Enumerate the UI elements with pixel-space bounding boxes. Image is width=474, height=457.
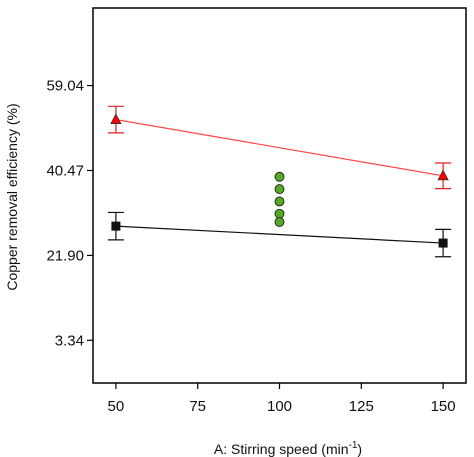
circle-marker [274,217,285,227]
y-tick-label: 40.47 [46,162,84,179]
square-marker [111,221,121,231]
x-axis-label: A: Stirring speed (min-1) [214,440,362,457]
circle-marker [274,196,285,207]
x-axis-label-superscript: -1 [349,440,358,451]
axis-ticks [87,84,444,389]
y-axis-label: Copper removal efficiency (%) [4,103,20,290]
triangle-series-line [115,118,444,177]
series-lines [115,118,444,244]
circle-marker [274,208,285,219]
triangle-marker [110,113,122,124]
circle-marker [274,184,285,195]
data-points [110,113,449,248]
x-tick-label: 125 [349,398,374,415]
tick-labels: 50 75 100 125 150 3.34 21.90 40.47 59.04 [46,78,455,415]
y-tick-label: 3.34 [55,332,84,349]
x-tick-label: 100 [267,398,292,415]
y-tick-label: 21.90 [46,247,84,264]
triangle-marker [437,169,449,181]
x-tick-label: 150 [431,398,456,415]
x-tick-label: 75 [189,398,206,415]
circle-marker [274,171,285,182]
square-series-line [115,225,444,244]
x-axis-label-close: ) [357,441,362,457]
plot-frame [92,7,467,384]
square-marker [438,238,448,248]
x-axis-label-text: A: Stirring speed (min [214,441,349,457]
y-tick-label: 59.04 [46,78,84,95]
x-tick-label: 50 [108,398,125,415]
